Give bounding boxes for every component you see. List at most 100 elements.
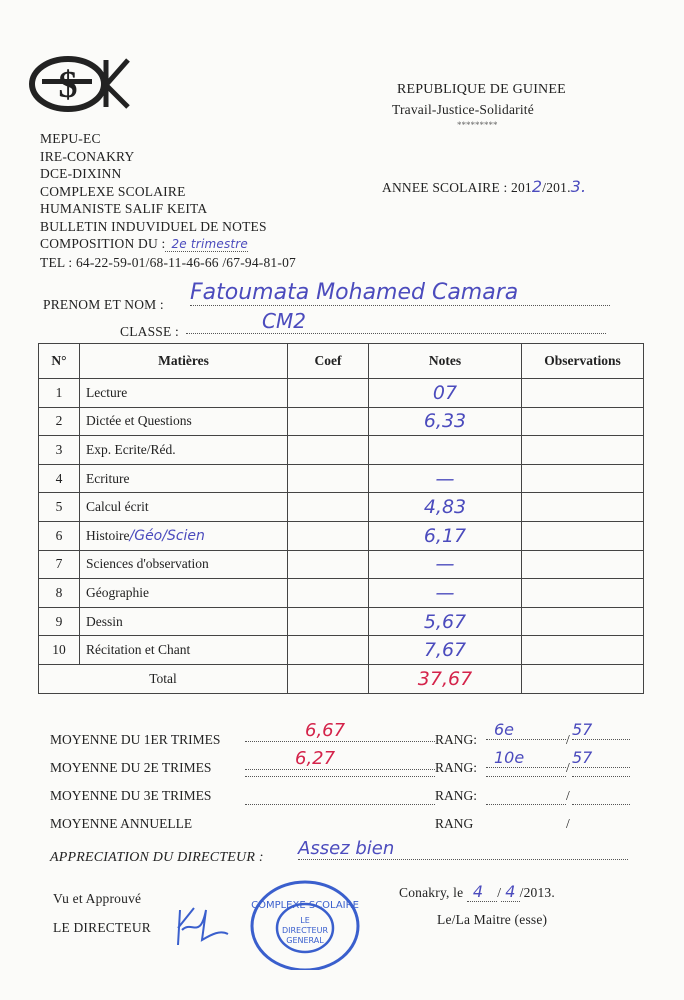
table-row: 5 Calcul écrit 4,83 — [38, 492, 644, 522]
average-label: MOYENNE DU 2E TRIMES — [50, 760, 212, 775]
row-coef — [287, 549, 369, 580]
table-row: 1 Lecture 07 — [38, 378, 644, 408]
average-value — [245, 776, 435, 777]
row-coef — [287, 492, 369, 522]
row-note: 7,67 — [368, 635, 522, 665]
row-number: 1 — [38, 378, 80, 408]
table-header-row: N° Matières Coef Notes Observations — [38, 343, 644, 379]
school-year-start: 2 — [531, 177, 543, 196]
row-subject: Dictée et Questions — [79, 406, 288, 437]
row-note: 6,17 — [368, 520, 522, 551]
date-day: 4 — [466, 882, 498, 902]
composition-value: 2e trimestre — [165, 237, 249, 252]
school-year-end: 3. — [570, 177, 587, 196]
row-note: — — [368, 549, 522, 580]
col-header-subject: Matières — [79, 343, 288, 379]
row-observation — [521, 520, 644, 551]
rank-label: RANG: — [435, 788, 478, 803]
svg-text:GENERAL: GENERAL — [286, 936, 324, 945]
table-row: 6 Histoire/Géo/Scien 6,17 — [38, 520, 644, 551]
row-number: 3 — [38, 435, 80, 465]
class-size — [572, 776, 630, 777]
row-note: 07 — [368, 378, 522, 408]
total-observation — [521, 663, 644, 694]
row-subject: Dessin — [79, 606, 288, 637]
row-subject: Calcul écrit — [79, 492, 288, 522]
average-value: 6,67 — [245, 720, 435, 742]
col-header-observations: Observations — [521, 343, 644, 379]
school-year-label: ANNEE SCOLAIRE : 201 — [382, 180, 532, 195]
row-subject: Lecture — [79, 378, 288, 408]
row-number: 5 — [38, 492, 80, 522]
class-size: 57 — [572, 748, 630, 768]
row-observation — [521, 435, 644, 465]
total-coef — [287, 663, 369, 694]
grades-table: N° Matières Coef Notes Observations 1 Le… — [38, 343, 644, 694]
row-observation — [521, 492, 644, 522]
row-coef — [287, 520, 369, 551]
rank-label: RANG: — [435, 732, 478, 747]
subject-label: Ecriture — [86, 470, 130, 486]
row-observation — [521, 406, 644, 437]
row-observation — [521, 463, 644, 494]
rank-value — [486, 776, 566, 777]
average-label: MOYENNE ANNUELLE — [50, 816, 193, 831]
class-size: 57 — [572, 720, 630, 740]
subject-label: Exp. Ecrite/Réd. — [86, 441, 176, 457]
col-header-number: N° — [38, 343, 80, 379]
date-line: Conakry, le 4/4/2013. — [399, 882, 555, 902]
table-row: 9 Dessin 5,67 — [38, 606, 644, 637]
school-line: BULLETIN INDUVIDUEL DE NOTES — [40, 218, 267, 234]
table-row: 3 Exp. Ecrite/Réd. — [38, 435, 644, 465]
row-number: 8 — [38, 578, 80, 608]
averages-section: MOYENNE DU 1ER TRIMES 6,67 RANG: 6e / 57… — [50, 720, 630, 838]
class-size — [572, 804, 630, 805]
average-label: MOYENNE DU 3E TRIMES — [50, 788, 212, 803]
row-coef — [287, 463, 369, 494]
row-subject: Histoire/Géo/Scien — [79, 520, 288, 551]
average-row: MOYENNE ANNUELLE RANG / — [50, 804, 630, 838]
average-value: 6,27 — [245, 748, 435, 770]
table-row: 4 Ecriture — — [38, 463, 644, 494]
row-note: 6,33 — [368, 406, 522, 437]
subject-label: Géographie — [86, 584, 149, 600]
rank-value — [486, 804, 566, 805]
total-label: Total — [38, 663, 288, 694]
svg-text:DIRECTEUR: DIRECTEUR — [282, 926, 329, 935]
row-number: 9 — [38, 606, 80, 637]
appreciation-value: Assez bien — [298, 838, 628, 860]
student-name-value: Fatoumata Mohamed Camara — [190, 280, 610, 306]
school-info: MEPU-EC IRE-CONAKRY DCE-DIXINN COMPLEXE … — [40, 130, 360, 271]
average-value — [245, 804, 435, 805]
subject-label: Dessin — [86, 613, 123, 629]
row-observation — [521, 606, 644, 637]
row-note: — — [368, 578, 522, 608]
teacher-label: Le/La Maitre (esse) — [437, 912, 548, 927]
col-header-coef: Coef — [287, 343, 369, 379]
appreciation-label: APPRECIATION DU DIRECTEUR : — [50, 850, 264, 865]
row-note — [368, 435, 522, 465]
average-row: MOYENNE DU 3E TRIMES RANG: / — [50, 776, 630, 810]
row-observation — [521, 549, 644, 580]
table-row: 2 Dictée et Questions 6,33 — [38, 406, 644, 437]
average-row: MOYENNE DU 2E TRIMES 6,27 RANG: 10e / 57 — [50, 748, 630, 782]
table-row: 8 Géographie — — [38, 578, 644, 608]
total-value: 37,67 — [368, 663, 522, 694]
school-stamp: COMPLEXE SCOLAIRE LE DIRECTEUR GENERAL — [250, 880, 360, 970]
average-label: MOYENNE DU 1ER TRIMES — [50, 732, 221, 747]
row-subject: Sciences d'observation — [79, 549, 288, 580]
row-note: — — [368, 463, 522, 494]
row-subject: Ecriture — [79, 463, 288, 494]
rank-value: 10e — [486, 748, 566, 768]
school-line: IRE-CONAKRY — [40, 148, 135, 164]
school-year: ANNEE SCOLAIRE : 2012/201.3. — [382, 177, 586, 196]
subject-label: Histoire — [86, 527, 130, 543]
row-note: 5,67 — [368, 606, 522, 637]
svg-text:$: $ — [59, 64, 78, 106]
class-label: CLASSE : — [120, 324, 179, 339]
subject-handwritten: /Géo/Scien — [129, 527, 205, 544]
table-row: 7 Sciences d'observation — — [38, 549, 644, 580]
row-coef — [287, 406, 369, 437]
school-line: MEPU-EC — [40, 131, 101, 146]
republic-title: REPUBLIQUE DE GUINEE — [397, 82, 566, 97]
